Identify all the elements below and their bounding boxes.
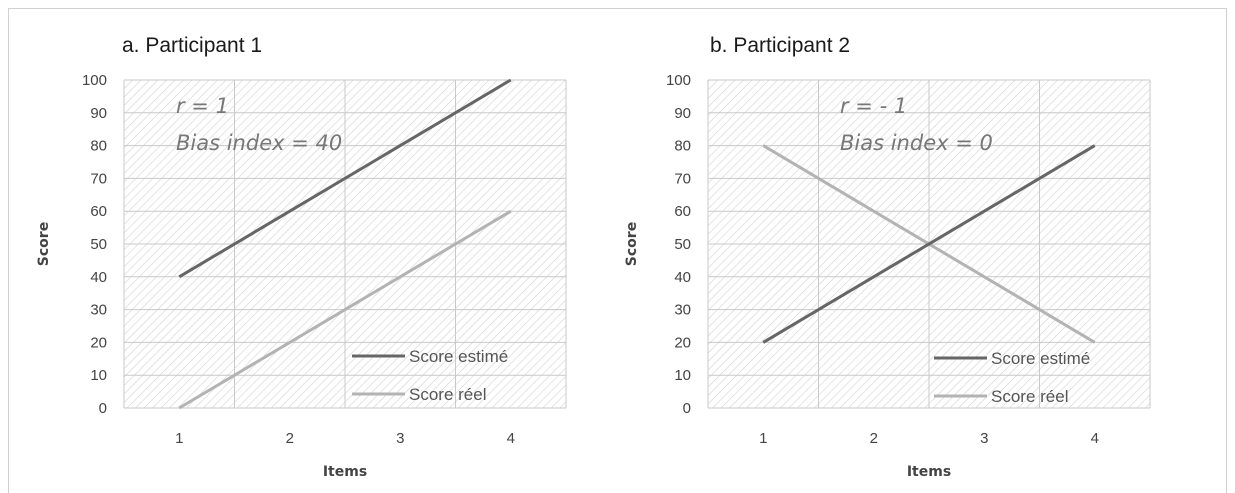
x-axis-label: Items — [323, 464, 367, 480]
y-tick-label: 10 — [90, 367, 107, 384]
y-tick-label: 70 — [674, 170, 691, 187]
x-tick-label: 4 — [1091, 430, 1099, 447]
y-tick-label: 30 — [674, 302, 691, 319]
y-tick-label: 40 — [674, 269, 691, 286]
legend-entry: Score réel — [409, 385, 486, 404]
correlation-annotation: r = 1 — [176, 94, 229, 118]
correlation-annotation: r = - 1 — [840, 94, 907, 118]
x-tick-label: 1 — [175, 430, 183, 447]
y-tick-label: 50 — [674, 236, 691, 253]
legend: Score estimé Score réel — [352, 347, 508, 404]
x-tick-label: 1 — [759, 430, 767, 447]
series-line-score-estime — [762, 144, 1096, 344]
y-tick-label: 30 — [90, 302, 107, 319]
chart-title: a. Participant 1 — [122, 34, 262, 57]
legend-entry: Score estimé — [409, 347, 508, 366]
y-tick-label: 60 — [674, 203, 691, 220]
y-tick-label: 100 — [666, 72, 691, 89]
bias-index-annotation: Bias index = 40 — [176, 131, 342, 155]
chart-panel-1: 0 10 20 30 40 50 60 70 80 90 100 1 2 3 4 a. Participant… — [36, 34, 567, 480]
chart-title: b. Participant 2 — [710, 34, 850, 57]
y-tick-label: 70 — [90, 170, 107, 187]
y-tick-label: 20 — [90, 334, 107, 351]
y-axis-label: Score — [36, 222, 52, 266]
x-tick-label: 4 — [507, 430, 515, 447]
y-tick-label: 0 — [99, 400, 107, 417]
x-tick-label: 3 — [396, 430, 404, 447]
y-tick-label: 80 — [674, 138, 691, 155]
bias-index-annotation: Bias index = 0 — [840, 131, 993, 155]
y-tick-label: 40 — [90, 269, 107, 286]
y-tick-label: 80 — [90, 138, 107, 155]
y-tick-label: 90 — [674, 105, 691, 122]
y-tick-label: 0 — [683, 400, 691, 417]
y-tick-label: 10 — [674, 367, 691, 384]
chart-panel-2: 0 10 20 30 40 50 60 70 80 90 100 1 2 3 4 b. Participant… — [624, 34, 1151, 480]
series-line-score-reel — [178, 209, 512, 410]
y-tick-label: 100 — [82, 72, 107, 89]
legend-entry: Score estimé — [991, 349, 1090, 368]
y-tick-label: 20 — [674, 334, 691, 351]
y-tick-label: 90 — [90, 105, 107, 122]
y-tick-label: 50 — [90, 236, 107, 253]
legend-entry: Score réel — [991, 387, 1068, 406]
legend: Score estimé Score réel — [934, 349, 1090, 406]
x-tick-label: 2 — [870, 430, 878, 447]
y-tick-label: 60 — [90, 203, 107, 220]
x-tick-label: 3 — [980, 430, 988, 447]
series-line-score-estime — [178, 78, 512, 279]
x-axis-label: Items — [907, 464, 951, 480]
y-axis-label: Score — [624, 222, 640, 266]
x-tick-label: 2 — [286, 430, 294, 447]
